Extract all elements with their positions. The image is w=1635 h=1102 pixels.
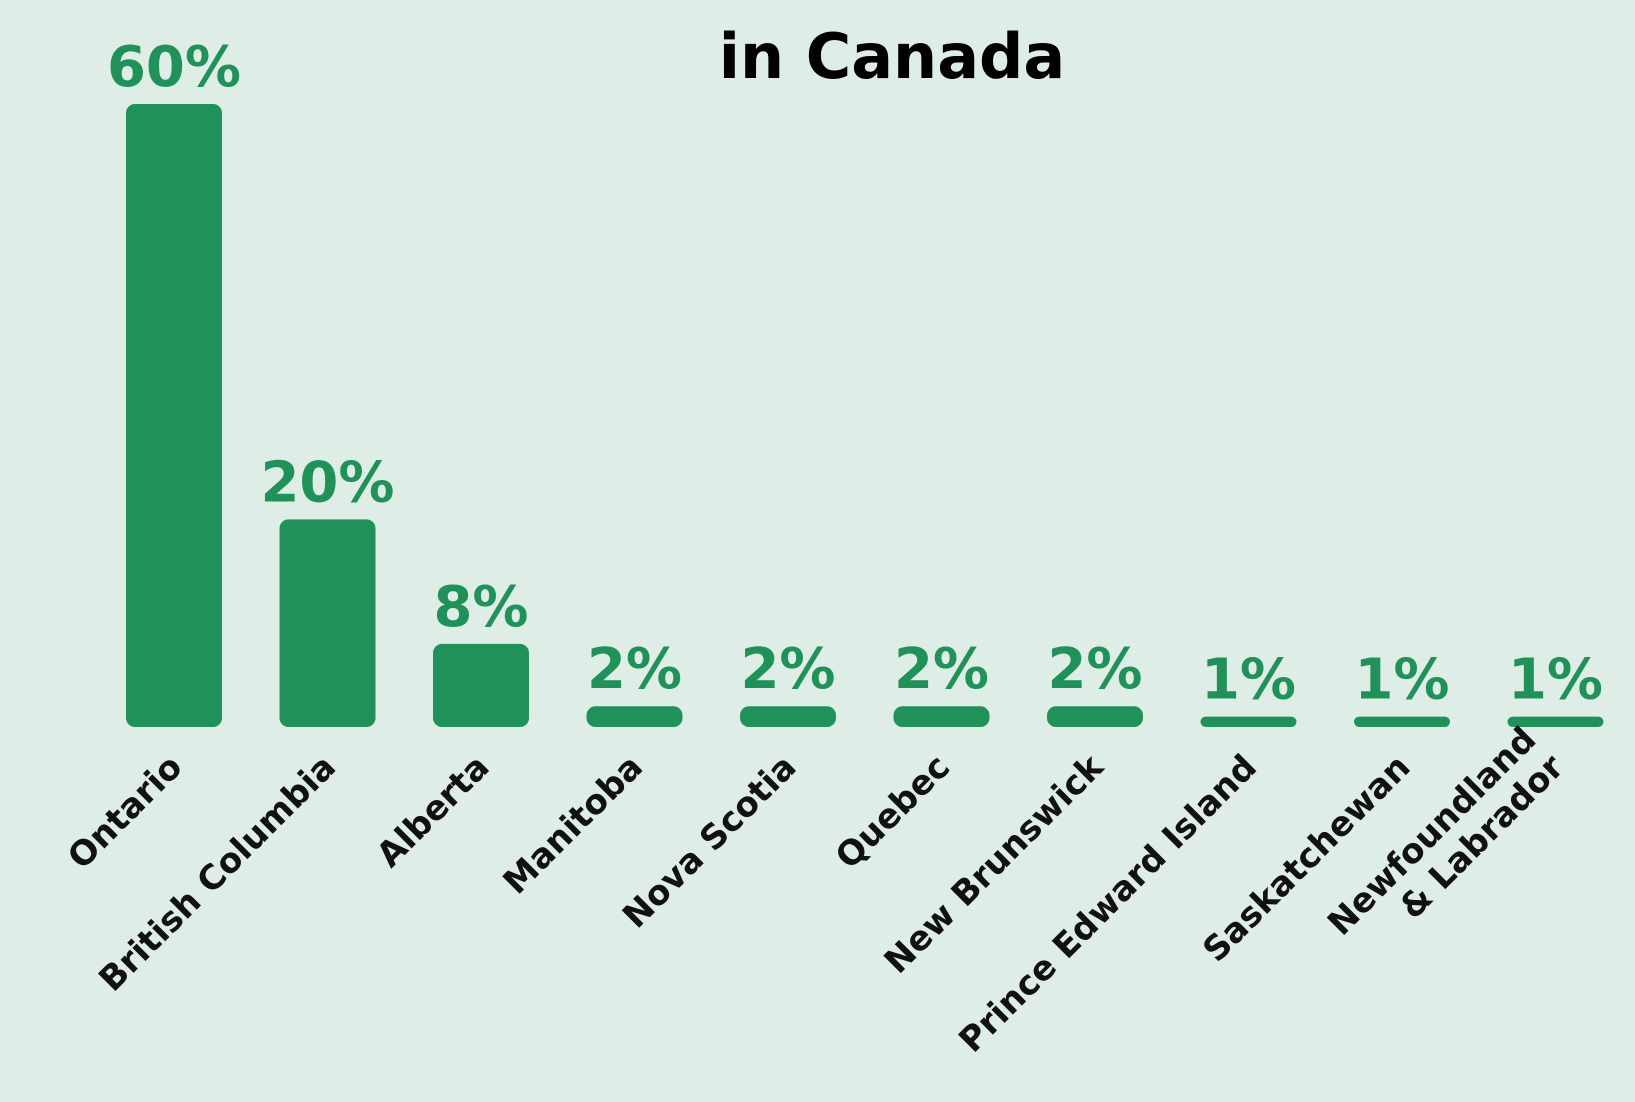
bar <box>433 643 529 727</box>
value-label: 8% <box>433 575 528 640</box>
value-label: 1% <box>1508 648 1603 713</box>
value-label: 2% <box>894 637 989 702</box>
value-label: 1% <box>1354 648 1449 713</box>
value-label: 2% <box>587 637 682 702</box>
value-label: 20% <box>260 450 394 515</box>
value-label: 2% <box>1047 637 1142 702</box>
bar <box>1200 716 1297 727</box>
bar <box>126 104 222 727</box>
bar <box>1354 716 1450 727</box>
value-label: 1% <box>1201 648 1296 713</box>
bar <box>279 519 376 727</box>
value-label: 60% <box>107 35 241 100</box>
bar <box>1507 716 1604 727</box>
bar <box>1047 706 1143 727</box>
chart-title: in Canada <box>719 20 1066 93</box>
value-label: 2% <box>740 637 835 702</box>
bar <box>740 706 836 727</box>
bar <box>893 706 990 727</box>
bar <box>586 706 683 727</box>
